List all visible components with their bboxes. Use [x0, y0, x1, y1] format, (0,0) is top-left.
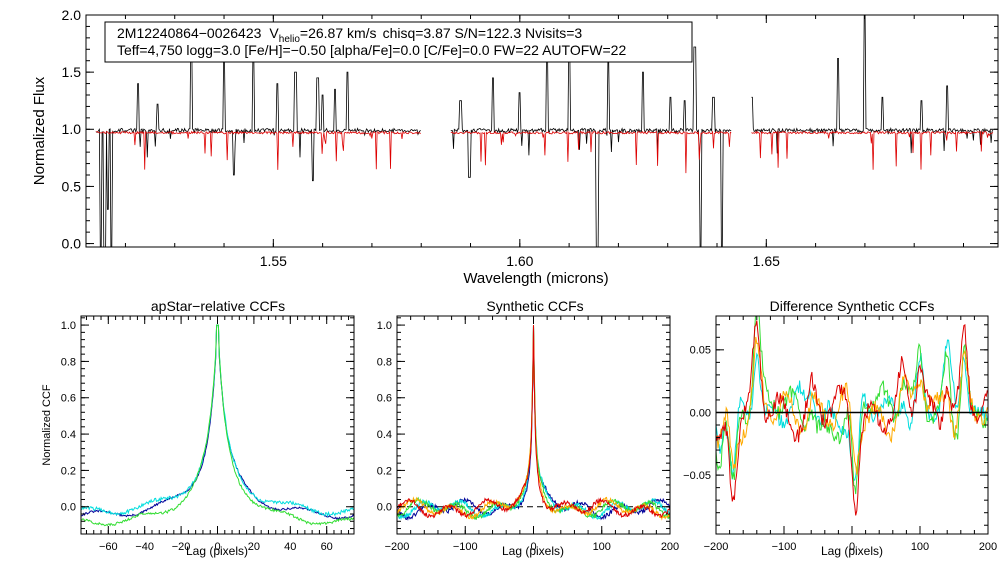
difference-ccf-x-axis-label: Lag (pixels) [821, 544, 883, 558]
y-tick-label: 0.6 [61, 393, 76, 405]
x-tick-label: 200 [979, 541, 997, 553]
y-tick-label: 0.0 [61, 502, 76, 514]
y-tick-label: 0.4 [377, 429, 392, 441]
spectrum-x-axis-label: Wavelength (microns) [463, 270, 608, 287]
synthetic-ccf-x-axis-label: Lag (pixels) [502, 544, 564, 558]
observed-spectrum-line [450, 39, 732, 247]
difference-ccf-y-tick-labels: −0.05 0.00 0.05 [683, 345, 711, 482]
y-tick-label: 1.0 [62, 121, 82, 137]
difference-ccf-series-visit-4 [716, 320, 988, 516]
y-tick-label: 0.6 [377, 393, 392, 405]
spectrum-y-axis-label: Normalized Flux [31, 76, 48, 185]
apstar-ccf-x-tick-labels: −60 −40 −20 0 20 40 60 [99, 541, 333, 553]
difference-ccf-series-visit-1 [716, 339, 988, 482]
y-tick-label: 0.8 [61, 356, 76, 368]
synthetic-spectrum-line [95, 130, 421, 170]
apstar-ccf-series-apStar [80, 324, 355, 521]
synthetic-ccf-x-tick-labels: −200 −100 0 100 200 [385, 541, 680, 553]
synthetic-ccf-panel: Synthetic CCFs −200 −100 0 100 200 0.0 0.2 0.4… [377, 298, 679, 558]
y-tick-label: 1.0 [61, 320, 76, 332]
apstar-ccf-panel: apStar−relative CCFs −60 −40 −20 0 20 40 60 0.… [41, 298, 355, 558]
y-tick-label: 1.0 [377, 320, 392, 332]
difference-ccf-series-visit-3 [716, 336, 988, 476]
spectrum-y-tick-labels: 0.0 0.5 1.0 1.5 2.0 [62, 7, 82, 252]
y-tick-label: −0.05 [683, 470, 711, 482]
x-tick-label: −200 [385, 541, 410, 553]
observed-spectrum-line [95, 35, 421, 247]
apstar-ccf-plot-frame [80, 315, 355, 535]
y-tick-label: 0.5 [62, 178, 82, 194]
x-tick-label: 0 [530, 541, 536, 553]
x-tick-label: 100 [911, 541, 929, 553]
synthetic-ccf-title: Synthetic CCFs [486, 298, 583, 314]
observed-spectrum-line [751, 15, 994, 154]
apstar-ccf-lines [80, 324, 355, 527]
x-tick-label: −20 [172, 541, 191, 553]
difference-ccf-lines [716, 316, 988, 516]
x-tick-label: −60 [99, 541, 118, 553]
spectrum-annotation-box [104, 21, 693, 63]
x-tick-label: 40 [284, 541, 296, 553]
annotation-vhelio-value: =26.87 km/s [300, 25, 377, 41]
difference-ccf-x-tick-labels: −200 −100 0 100 200 [704, 541, 998, 553]
difference-ccf-ticks [715, 316, 989, 534]
annotation-line-1: 2M12240864−0026423 Vhelio=26.87 km/s chisq… [117, 25, 582, 45]
spectrum-lines [95, 15, 994, 247]
synthetic-ccf-lines [396, 325, 671, 521]
synthetic-spectrum-line [450, 130, 732, 174]
annotation-star-name: 2M12240864−0026423 [117, 25, 262, 41]
x-tick-label: 20 [248, 541, 260, 553]
annotation-stats: chisq=3.87 S/N=122.3 Nvisits=3 [383, 25, 583, 41]
x-tick-label: 1.60 [506, 253, 533, 269]
y-tick-label: 0.2 [377, 465, 392, 477]
apstar-ccf-series-visit-1 [80, 324, 355, 518]
apstar-ccf-series-visit-2 [80, 324, 355, 527]
spectrum-panel: 1.55 1.60 1.65 0.0 0.5 1.0 1.5 2.0 Wavelength … [31, 7, 999, 287]
x-tick-label: 0 [214, 541, 220, 553]
apstar-ccf-y-tick-labels: 0.0 0.2 0.4 0.6 0.8 1.0 [61, 320, 76, 514]
x-tick-label: 0 [849, 541, 855, 553]
x-tick-label: 200 [661, 541, 679, 553]
synthetic-spectrum-line [751, 130, 994, 170]
x-tick-label: 100 [593, 541, 611, 553]
x-tick-label: −100 [772, 541, 797, 553]
x-tick-label: −200 [704, 541, 729, 553]
difference-ccf-plot-frame [715, 315, 989, 535]
y-tick-label: 0.0 [377, 502, 392, 514]
x-tick-label: 60 [321, 541, 333, 553]
synthetic-ccf-ticks [396, 316, 671, 534]
y-tick-label: 0.8 [377, 356, 392, 368]
synthetic-ccf-y-tick-labels: 0.0 0.2 0.4 0.6 0.8 1.0 [377, 320, 392, 514]
y-tick-label: 0.0 [62, 235, 82, 251]
y-tick-label: 0.4 [61, 429, 76, 441]
difference-ccf-title: Difference Synthetic CCFs [770, 298, 935, 314]
y-tick-label: 0.05 [690, 345, 711, 357]
y-tick-label: 1.5 [62, 64, 82, 80]
annotation-vhelio-subscript: helio [279, 34, 301, 45]
y-tick-label: 0.00 [690, 407, 711, 419]
difference-ccf-panel: Difference Synthetic CCFs −200 −100 0 100 20… [683, 298, 997, 558]
annotation-vhelio-prefix: V [269, 25, 279, 41]
difference-ccf-series-visit-2 [716, 316, 988, 495]
y-tick-label: 0.2 [61, 465, 76, 477]
spectrum-x-tick-labels: 1.55 1.60 1.65 [260, 253, 780, 269]
y-tick-label: 2.0 [62, 7, 82, 23]
x-tick-label: −40 [135, 541, 154, 553]
spectrum-plot-frame [85, 14, 999, 248]
x-tick-label: −100 [453, 541, 478, 553]
x-tick-label: 1.65 [753, 253, 780, 269]
annotation-line-2: Teff=4,750 logg=3.0 [Fe/H]=−0.50 [alpha/… [117, 42, 626, 58]
x-tick-label: 1.55 [260, 253, 287, 269]
apstar-ccf-ticks [81, 316, 354, 534]
apstar-ccf-title: apStar−relative CCFs [151, 298, 285, 314]
synthetic-ccf-series-visit-4 [396, 325, 671, 519]
apstar-ccf-y-axis-label: Normalized CCF [41, 384, 53, 466]
apstar-ccf-x-axis-label: Lag (pixels) [186, 544, 248, 558]
